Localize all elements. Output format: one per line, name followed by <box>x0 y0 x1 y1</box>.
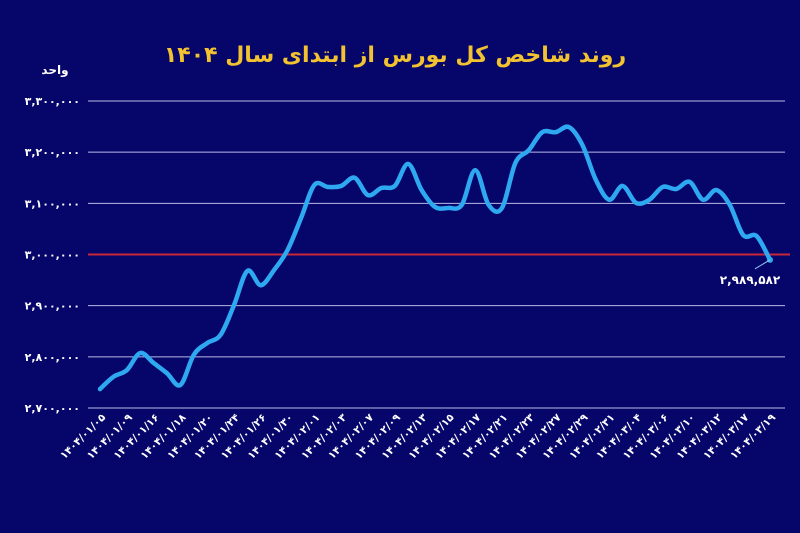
y-axis: ۳,۳۰۰,۰۰۰ ۳,۲۰۰,۰۰۰ ۳,۱۰۰,۰۰۰ ۳,۰۰۰,۰۰۰ ۲,۹۰… <box>25 95 80 415</box>
y-tick-label: ۳,۰۰۰,۰۰۰ <box>25 249 80 262</box>
chart-title: روند شاخص کل بورس از ابتدای سال ۱۴۰۴ <box>164 43 626 68</box>
gridlines <box>88 100 790 409</box>
series-line-group <box>97 124 773 392</box>
last-value-label: ۲,۹۸۹,۵۸۲ <box>720 273 781 287</box>
last-value-leader <box>754 259 771 270</box>
y-tick-label: ۳,۱۰۰,۰۰۰ <box>25 197 80 210</box>
y-tick-label: ۳,۳۰۰,۰۰۰ <box>25 95 80 108</box>
y-axis-unit: واحد <box>41 63 68 78</box>
y-tick-label: ۲,۹۰۰,۰۰۰ <box>25 300 80 313</box>
y-tick-label: ۲,۸۰۰,۰۰۰ <box>25 351 80 364</box>
y-tick-label: ۳,۲۰۰,۰۰۰ <box>25 146 80 159</box>
y-tick-label: ۲,۷۰۰,۰۰۰ <box>25 402 80 415</box>
